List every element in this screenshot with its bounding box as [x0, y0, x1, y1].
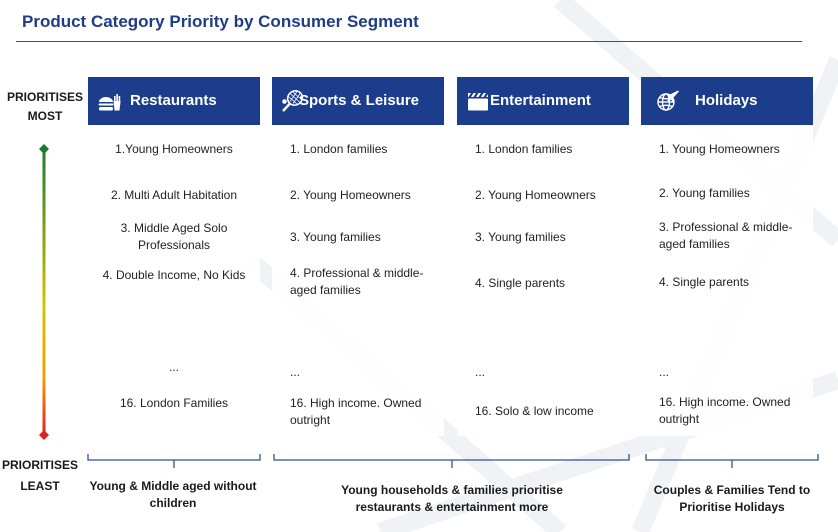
list-item: 2. Young Homeowners: [290, 188, 411, 202]
column-header: Holidays: [641, 77, 813, 125]
burger-fries-icon: [98, 94, 121, 111]
list-item: ...: [475, 365, 486, 379]
column-title: Sports & Leisure: [299, 92, 420, 109]
list-item: 4. Single parents: [475, 276, 566, 290]
list-item: 4. Single parents: [659, 275, 750, 289]
bracket-sports-entertainment: [273, 454, 630, 468]
footer-line: Young & Middle aged without: [89, 479, 257, 493]
footer-line: Young households & families prioritise: [341, 483, 563, 497]
arrow-bottom-diamond-icon: [39, 430, 49, 440]
list-item: 4. Professional & middle-aged families: [290, 266, 424, 297]
list-item: 1.Young Homeowners: [115, 142, 233, 156]
footer-line: Couples & Families Tend to: [653, 483, 811, 497]
list-item: 3. Professional & middle-aged families: [659, 220, 793, 251]
axis-bottom-line1: PRIORITISES: [1, 458, 78, 472]
list-item: 1. London families: [290, 142, 388, 156]
column-title: Holidays: [695, 92, 758, 109]
footer-line: children: [149, 496, 197, 510]
list-item: 16. High income. Owned outright: [659, 395, 791, 426]
bracket-restaurants: [87, 454, 261, 468]
axis-top-line1: PRIORITISES: [6, 90, 83, 104]
list-item: ...: [290, 365, 301, 379]
list-item: 16. Solo & low income: [475, 404, 594, 418]
column-holidays: Holidays 1. Young Homeowners 2. Young fa…: [641, 77, 813, 436]
list-item: 3. Young families: [290, 230, 381, 244]
list-item: 2. Multi Adult Habitation: [110, 188, 238, 202]
footer-note-holidays: Couples & Families Tend to Prioritise Ho…: [636, 482, 828, 516]
axis-bottom-line2: LEAST: [20, 479, 60, 493]
column-sports-leisure: Sports & Leisure 1. London families 2. Y…: [272, 77, 444, 436]
bracket-holidays: [645, 454, 819, 468]
list-item: 4. Double Income, No Kids: [102, 268, 246, 282]
globe-plane-icon: [657, 90, 679, 111]
list-item: 1. Young Homeowners: [659, 142, 780, 156]
list-item: ...: [168, 360, 179, 374]
list-item: 3. Middle Aged Solo Professionals: [120, 221, 228, 252]
axis-top-label: PRIORITISES MOST: [0, 88, 90, 126]
arrow-top-diamond-icon: [39, 144, 49, 154]
footer-line: restaurants & entertainment more: [355, 500, 549, 514]
axis-top-line2: MOST: [27, 109, 63, 123]
column-title: Entertainment: [490, 92, 591, 109]
footer-line: Prioritise Holidays: [679, 500, 785, 514]
column-title: Restaurants: [130, 92, 217, 109]
page-title: Product Category Priority by Consumer Se…: [22, 12, 419, 31]
tennis-racket-icon: [282, 90, 304, 112]
list-item: 2. Young families: [659, 186, 750, 200]
footer-note-sports-entertainment: Young households & families prioritise r…: [302, 482, 602, 516]
column-header: Entertainment: [457, 77, 629, 125]
column-header: Sports & Leisure: [272, 77, 444, 125]
column-header: Restaurants: [88, 77, 260, 125]
list-item: 1. London families: [475, 142, 573, 156]
clapperboard-icon: [468, 93, 488, 111]
list-item: 2. Young Homeowners: [475, 188, 596, 202]
column-restaurants: Restaurants 1.Young Homeowners 2. Multi …: [88, 77, 260, 436]
footer-note-restaurants: Young & Middle aged without children: [66, 478, 280, 512]
column-entertainment: Entertainment 1. London families 2. Youn…: [457, 77, 629, 436]
list-item: ...: [659, 365, 670, 379]
title-divider: [16, 41, 802, 42]
list-item: 3. Young families: [475, 230, 566, 244]
list-item: 16. High income. Owned outright: [290, 396, 422, 427]
list-item: 16. London Families: [119, 396, 229, 410]
priority-gradient-arrow: [39, 144, 49, 440]
